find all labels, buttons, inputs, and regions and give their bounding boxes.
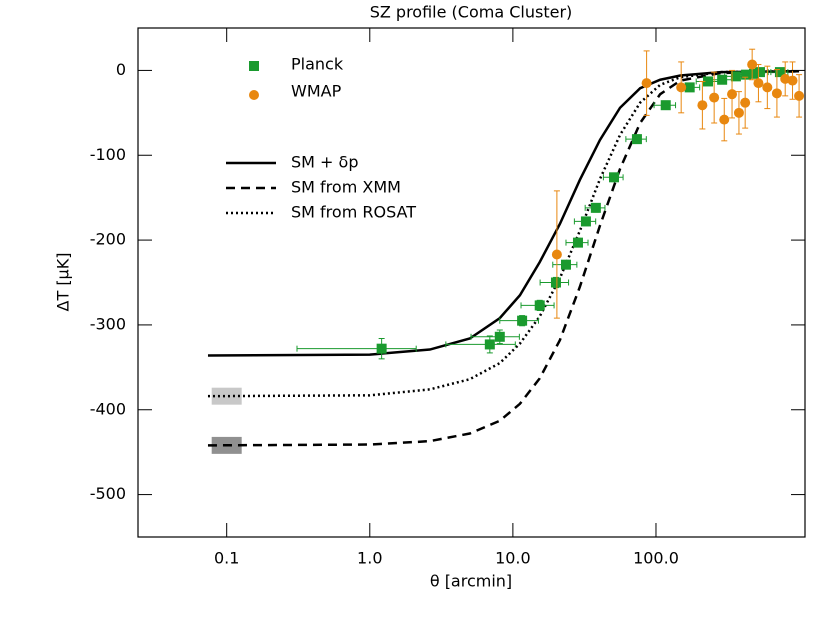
- data-point: [676, 82, 687, 93]
- data-point: [697, 100, 708, 111]
- legend-label: SM from ROSAT: [291, 203, 416, 222]
- y-tick-label: -400: [90, 399, 126, 418]
- data-point: [774, 67, 785, 78]
- data-point: [560, 259, 571, 270]
- x-tick-label: 0.1: [214, 549, 239, 568]
- data-point: [753, 78, 764, 89]
- data-point: [741, 69, 752, 80]
- legend-marker: [249, 61, 259, 71]
- y-axis-label: ΔT [μK]: [54, 253, 73, 312]
- data-point: [717, 74, 728, 85]
- data-point: [590, 202, 601, 213]
- data-point: [631, 134, 642, 145]
- legend-label: WMAP: [291, 82, 342, 101]
- data-point: [376, 343, 387, 354]
- y-tick-label: 0: [116, 60, 126, 79]
- data-point: [703, 76, 714, 87]
- data-point: [551, 249, 562, 260]
- legend-marker: [249, 90, 259, 100]
- data-point: [733, 107, 744, 118]
- plot-area: [207, 48, 805, 454]
- data-point: [494, 331, 505, 342]
- data-point: [580, 216, 591, 227]
- model-line: [207, 70, 800, 447]
- data-point: [794, 90, 805, 101]
- legend: Planck WMAP SM + δp SM from XMM SM from ROSA…: [226, 55, 416, 222]
- y-tick-label: -500: [90, 484, 126, 503]
- error-box: [211, 387, 242, 405]
- data-point: [517, 315, 528, 326]
- legend-label: SM + δp: [291, 153, 358, 172]
- data-point: [641, 78, 652, 89]
- x-axis-label: θ [arcmin]: [430, 572, 512, 591]
- data-point: [550, 277, 561, 288]
- data-point: [748, 68, 759, 79]
- y-tick-label: -100: [90, 145, 126, 164]
- data-point: [754, 67, 765, 78]
- data-point: [762, 82, 773, 93]
- x-tick-label: 100.0: [633, 549, 679, 568]
- x-tick-label: 1.0: [357, 549, 382, 568]
- y-tick-label: -200: [90, 230, 126, 249]
- data-point: [771, 88, 782, 99]
- data-point: [660, 100, 671, 111]
- data-point: [534, 300, 545, 311]
- data-point: [727, 89, 738, 100]
- data-point: [787, 75, 798, 86]
- plot-frame: [137, 27, 806, 538]
- data-point: [684, 82, 695, 93]
- data-point: [572, 237, 583, 248]
- data-point: [740, 97, 751, 108]
- y-tick-label: -300: [90, 314, 126, 333]
- data-point: [484, 339, 495, 350]
- data-point: [747, 59, 758, 70]
- data-point: [719, 114, 730, 125]
- chart-title: SZ profile (Coma Cluster): [370, 3, 573, 22]
- data-point: [609, 172, 620, 183]
- data-point: [709, 92, 720, 103]
- x-tick-label: 10.0: [495, 549, 531, 568]
- legend-label: SM from XMM: [291, 178, 401, 197]
- legend-label: Planck: [291, 55, 344, 74]
